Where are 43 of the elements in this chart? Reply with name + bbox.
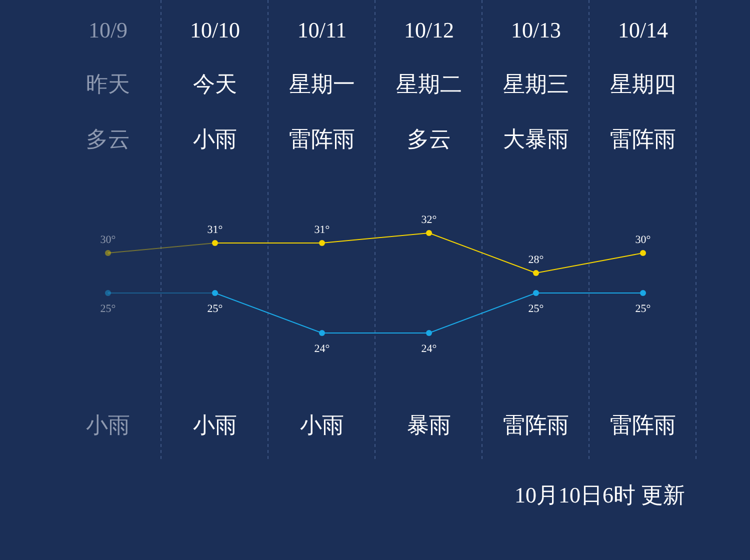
x-tick-label: 10/11 [297, 18, 347, 43]
x-tick-label: 10/10 [190, 18, 240, 43]
data-label: 25° [207, 303, 223, 315]
data-label: 25° [528, 303, 544, 315]
point [426, 230, 432, 236]
x-tick-label: 10/9 [88, 18, 128, 43]
point [105, 250, 111, 256]
text: 雷阵雨 [610, 126, 676, 152]
text: 小雨 [300, 412, 344, 438]
data-label: 31° [207, 224, 223, 236]
text: 小雨 [193, 126, 237, 152]
text: 小雨 [86, 412, 130, 438]
text: 星期四 [610, 72, 676, 97]
data-label: 24° [421, 343, 437, 355]
x-tick-label: 10/13 [510, 18, 562, 43]
data-label: 25° [100, 303, 116, 315]
point [212, 240, 218, 246]
text: 雷阵雨 [289, 126, 355, 152]
text: 多云 [86, 126, 130, 152]
x-tick-label: 10/12 [404, 18, 454, 43]
text: 雷阵雨 [503, 412, 569, 438]
data-label: 24° [314, 343, 330, 355]
text: 10月10日6时 更新 [514, 482, 685, 508]
text: 星期二 [396, 72, 462, 97]
text: 暴雨 [407, 412, 451, 438]
data-label: 30° [100, 234, 116, 246]
text: 大暴雨 [503, 126, 569, 152]
text: 小雨 [193, 412, 237, 438]
point [319, 240, 325, 246]
x-tick-label: 10/14 [618, 18, 668, 43]
text: 雷阵雨 [610, 412, 676, 438]
data-label: 31° [314, 224, 330, 236]
point [533, 270, 539, 276]
text: 星期三 [503, 72, 569, 97]
data-label: 25° [635, 303, 651, 315]
point [640, 250, 646, 256]
data-label: 32° [421, 214, 437, 226]
data-label: 30° [635, 234, 651, 246]
text: 昨天 [86, 72, 130, 97]
text: 星期一 [289, 72, 355, 97]
data-label: 28° [528, 254, 544, 266]
text: 多云 [407, 126, 451, 152]
text: 今天 [193, 72, 237, 97]
